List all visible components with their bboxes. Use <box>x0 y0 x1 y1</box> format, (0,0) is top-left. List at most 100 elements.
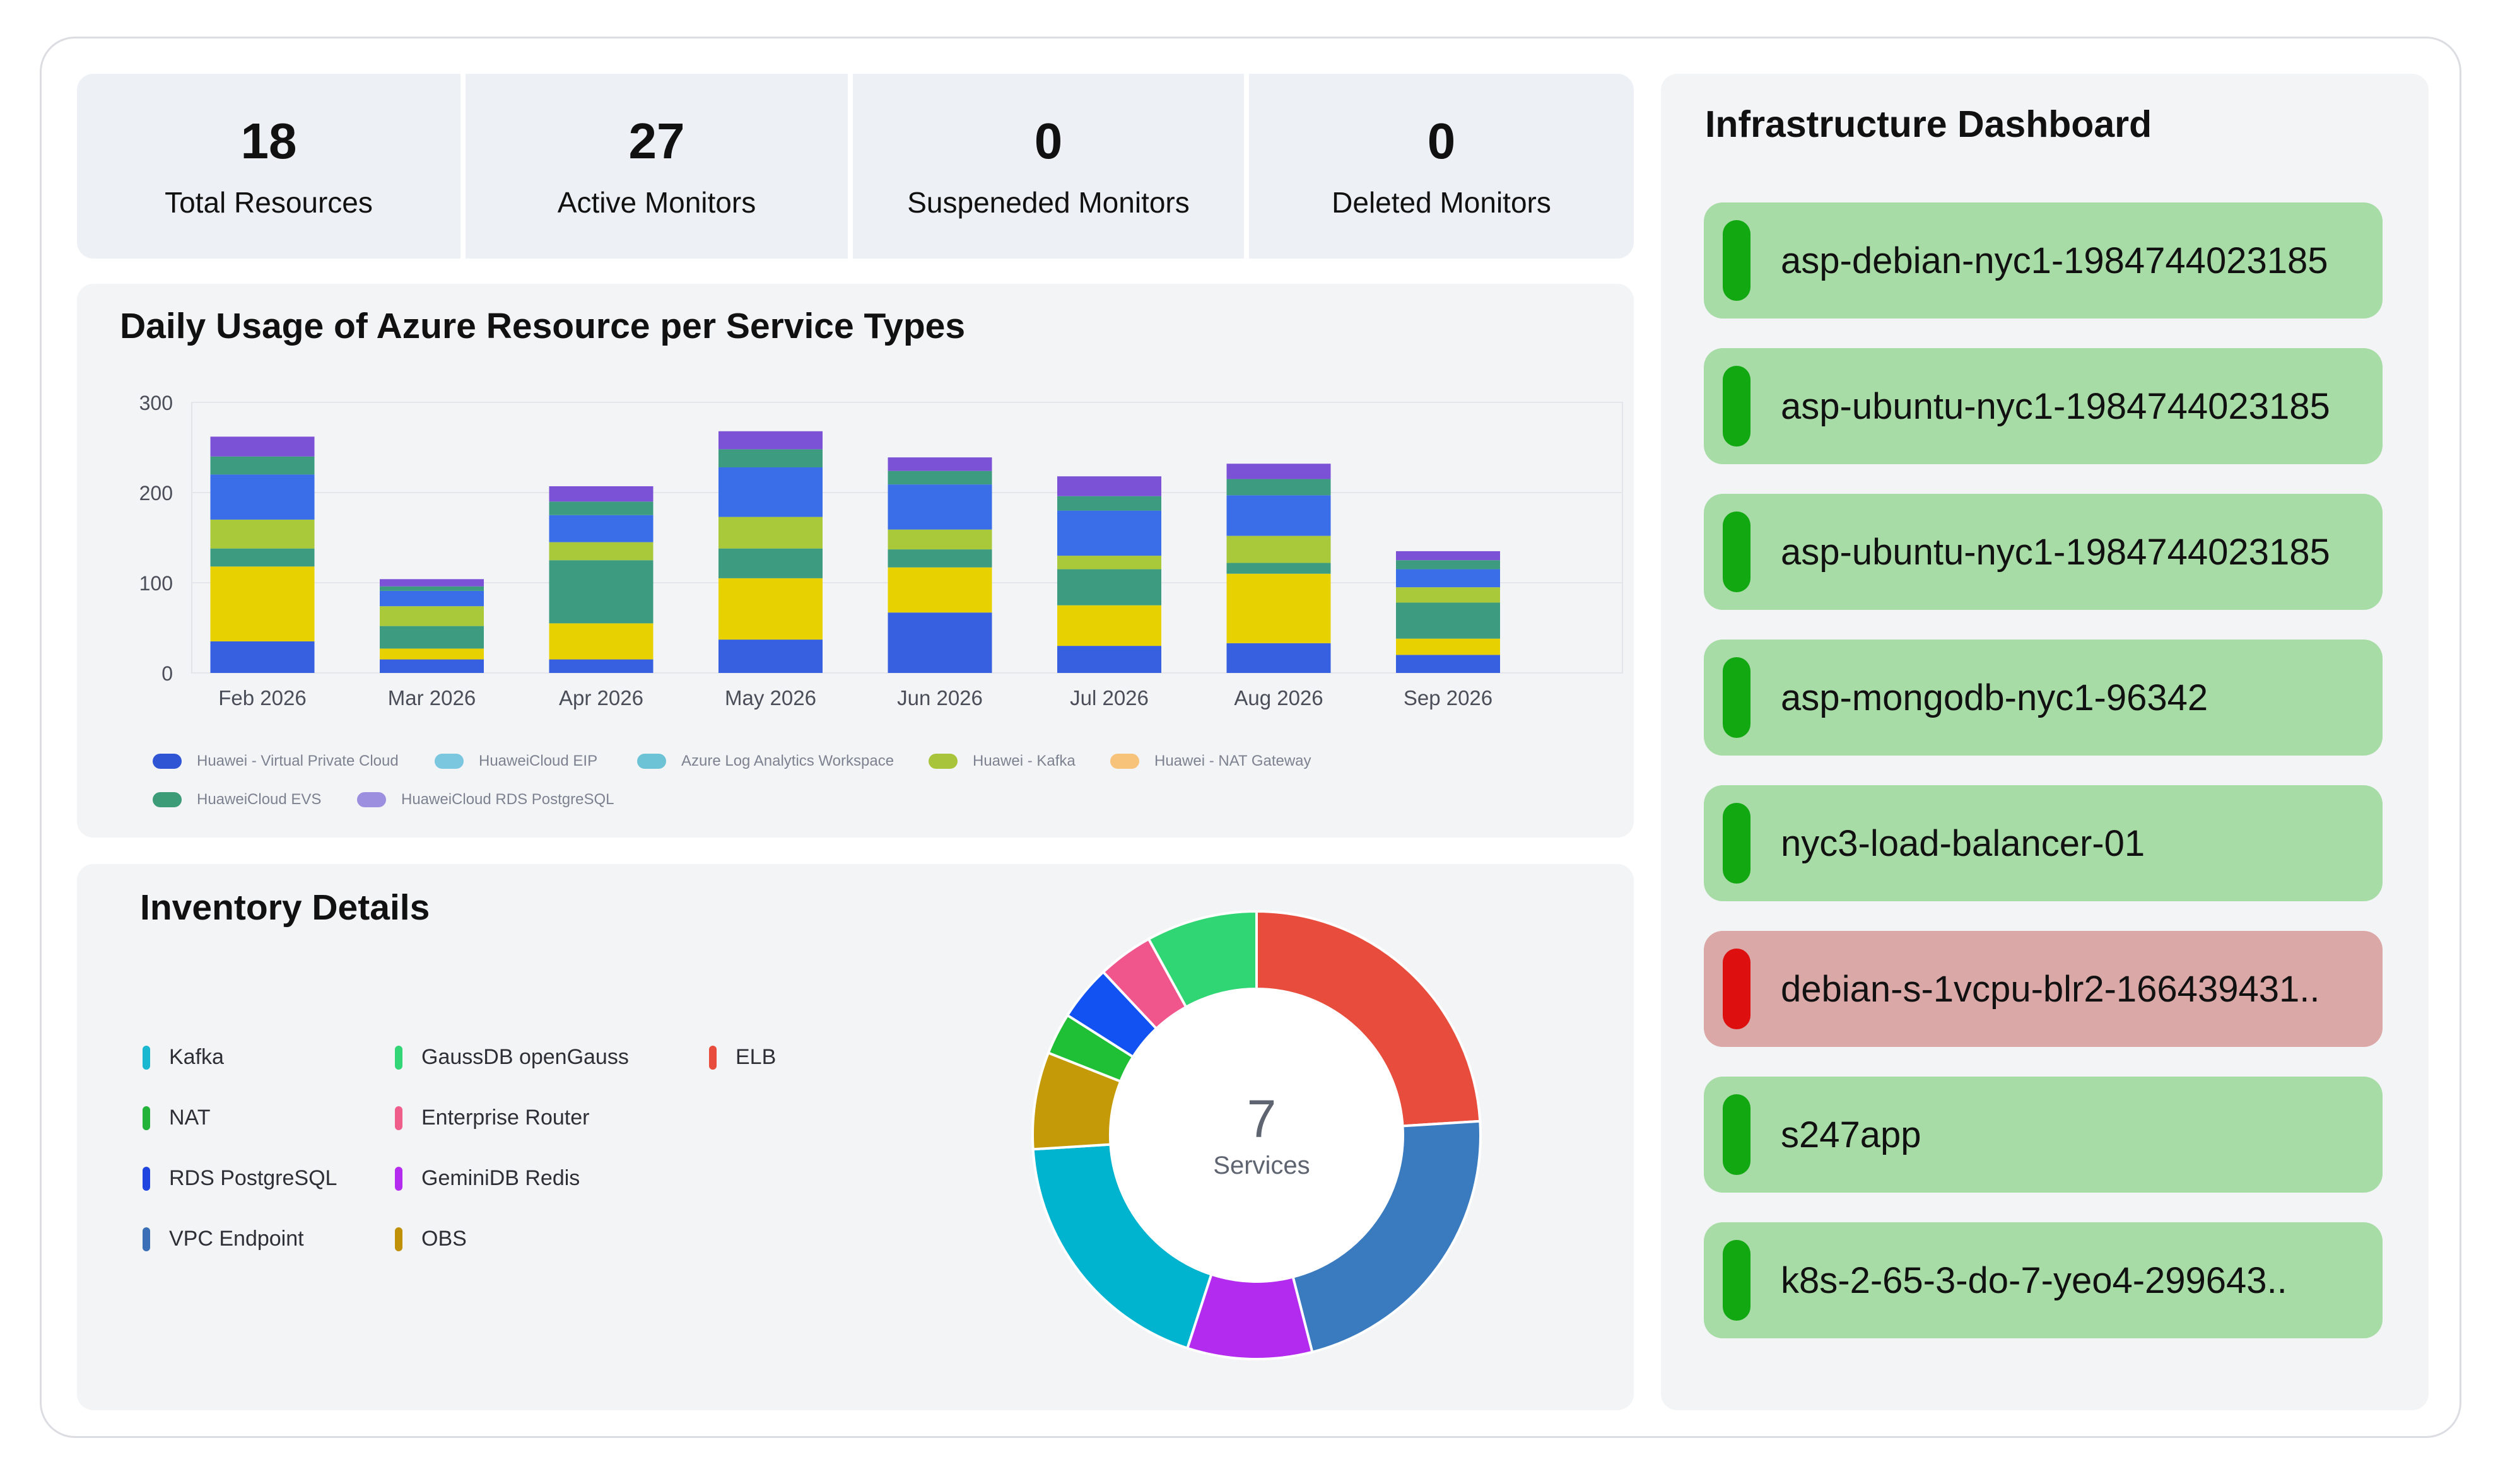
stat-deleted-monitors[interactable]: 0 Deleted Monitors <box>1249 74 1634 259</box>
donut-slice[interactable] <box>1147 909 1258 1009</box>
legend-item[interactable]: Huawei - Kafka <box>929 752 1076 770</box>
infra-item[interactable]: asp-ubuntu-nyc1-1984744023185 <box>1704 494 2383 610</box>
infra-item[interactable]: asp-mongodb-nyc1-96342 <box>1704 640 2383 756</box>
legend-swatch <box>637 754 666 769</box>
legend-label: HuaweiCloud EIP <box>479 752 598 769</box>
bar-segment <box>1226 573 1331 643</box>
stats-row: 18 Total Resources 27 Active Monitors 0 … <box>77 74 1634 259</box>
infra-item[interactable]: debian-s-1vcpu-blr2-166439431.. <box>1704 931 2383 1047</box>
x-tick-label: Aug 2026 <box>1234 686 1323 710</box>
infrastructure-panel: Infrastructure Dashboard asp-debian-nyc1… <box>1661 74 2429 1410</box>
infra-item[interactable]: asp-debian-nyc1-1984744023185 <box>1704 202 2383 318</box>
bar-segment <box>1057 496 1161 511</box>
inventory-legend-item[interactable]: Enterprise Router <box>395 1106 589 1130</box>
stat-value: 0 <box>1034 112 1063 169</box>
stat-active-monitors[interactable]: 27 Active Monitors <box>466 74 848 259</box>
infra-item[interactable]: s247app <box>1704 1077 2383 1193</box>
bar-segment <box>549 659 654 673</box>
inventory-legend-item[interactable]: ELB <box>709 1045 776 1070</box>
bar-segment <box>718 517 823 549</box>
bar-segment <box>1057 646 1161 673</box>
bar-segment <box>549 501 654 515</box>
usage-chart-panel: Daily Usage of Azure Resource per Servic… <box>77 284 1634 838</box>
infra-item-name: s247app <box>1781 1114 1921 1155</box>
legend-label: HuaweiCloud EVS <box>197 791 322 808</box>
legend-swatch <box>153 792 182 807</box>
bar-segment <box>210 548 315 567</box>
inventory-color-marker <box>709 1045 717 1070</box>
donut-hole <box>1111 990 1402 1280</box>
legend-item[interactable]: Huawei - NAT Gateway <box>1110 752 1311 770</box>
bar-segment <box>718 467 823 517</box>
inventory-legend-label: OBS <box>421 1227 467 1251</box>
inventory-color-marker <box>395 1106 402 1130</box>
inventory-legend-label: ELB <box>736 1045 777 1069</box>
inventory-legend-item[interactable]: GeminiDB Redis <box>395 1166 580 1191</box>
bar-segment <box>1057 510 1161 556</box>
bar-segment <box>718 431 823 450</box>
inventory-legend-item[interactable]: GaussDB openGauss <box>395 1045 629 1070</box>
bar-segment <box>718 449 823 467</box>
inventory-title: Inventory Details <box>140 887 430 928</box>
legend-item[interactable]: HuaweiCloud RDS PostgreSQL <box>357 791 614 809</box>
x-tick-label: Feb 2026 <box>218 686 306 710</box>
x-tick-label: Apr 2026 <box>559 686 643 710</box>
donut-label: Services <box>1213 1152 1310 1179</box>
legend-item[interactable]: HuaweiCloud EIP <box>435 752 597 770</box>
inventory-legend-item[interactable]: OBS <box>395 1227 467 1251</box>
inventory-legend-label: NAT <box>169 1106 211 1130</box>
donut-slice[interactable] <box>1291 1119 1482 1354</box>
legend-swatch <box>929 754 958 769</box>
stat-label: Total Resources <box>165 185 373 219</box>
bar-segment <box>549 542 654 561</box>
bar-segment <box>1396 587 1500 603</box>
bar-segment <box>549 623 654 660</box>
bar-segment <box>380 586 484 591</box>
bar-segment <box>380 626 484 649</box>
bar-segment <box>718 578 823 640</box>
inventory-legend-item[interactable]: NAT <box>143 1106 210 1130</box>
bar-segment <box>1226 479 1331 496</box>
inventory-legend-item[interactable]: VPC Endpoint <box>143 1227 304 1251</box>
inventory-color-marker <box>395 1045 402 1070</box>
x-tick-label: Sep 2026 <box>1404 686 1492 710</box>
y-tick-label: 200 <box>139 482 173 505</box>
infra-item-name: asp-ubuntu-nyc1-1984744023185 <box>1781 531 2330 573</box>
bar-segment <box>210 641 315 673</box>
status-indicator <box>1723 1240 1750 1321</box>
legend-item[interactable]: HuaweiCloud EVS <box>153 791 321 809</box>
bar-segment <box>1057 556 1161 570</box>
legend-swatch <box>1110 754 1139 769</box>
bar-segment <box>718 548 823 578</box>
donut-slice[interactable] <box>1255 909 1482 1128</box>
bar-segment <box>1396 602 1500 639</box>
x-tick-label: Jun 2026 <box>897 686 983 710</box>
infra-item[interactable]: nyc3-load-balancer-01 <box>1704 785 2383 901</box>
inventory-color-marker <box>143 1227 150 1251</box>
inventory-color-marker <box>395 1227 402 1251</box>
legend-swatch <box>435 754 464 769</box>
stat-total-resources[interactable]: 18 Total Resources <box>77 74 460 259</box>
inventory-legend-item[interactable]: Kafka <box>143 1045 224 1070</box>
bar-segment <box>380 659 484 673</box>
infra-item[interactable]: asp-ubuntu-nyc1-1984744023185 <box>1704 348 2383 464</box>
stat-label: Suspeneded Monitors <box>907 185 1190 219</box>
legend-item[interactable]: Huawei - Virtual Private Cloud <box>153 752 399 770</box>
bar-segment <box>1226 464 1331 479</box>
inventory-legend-item[interactable]: RDS PostgreSQL <box>143 1166 337 1191</box>
infra-item-name: k8s-2-65-3-do-7-yeo4-299643.. <box>1781 1259 2287 1301</box>
bar-segment <box>210 456 315 475</box>
infra-item-name: asp-debian-nyc1-1984744023185 <box>1781 240 2328 281</box>
infra-item[interactable]: k8s-2-65-3-do-7-yeo4-299643.. <box>1704 1222 2383 1338</box>
legend-item[interactable]: Azure Log Analytics Workspace <box>637 752 894 770</box>
bar-segment <box>549 560 654 624</box>
legend-label: Huawei - NAT Gateway <box>1154 752 1311 769</box>
donut-slice[interactable] <box>1031 1143 1213 1350</box>
stat-suspended-monitors[interactable]: 0 Suspeneded Monitors <box>853 74 1244 259</box>
bar-segment <box>1057 476 1161 496</box>
y-tick-label: 100 <box>139 572 173 595</box>
bar-segment <box>888 567 992 613</box>
infra-item-name: debian-s-1vcpu-blr2-166439431.. <box>1781 968 2320 1010</box>
infra-item-name: nyc3-load-balancer-01 <box>1781 822 2145 864</box>
bar-segment <box>1057 569 1161 605</box>
